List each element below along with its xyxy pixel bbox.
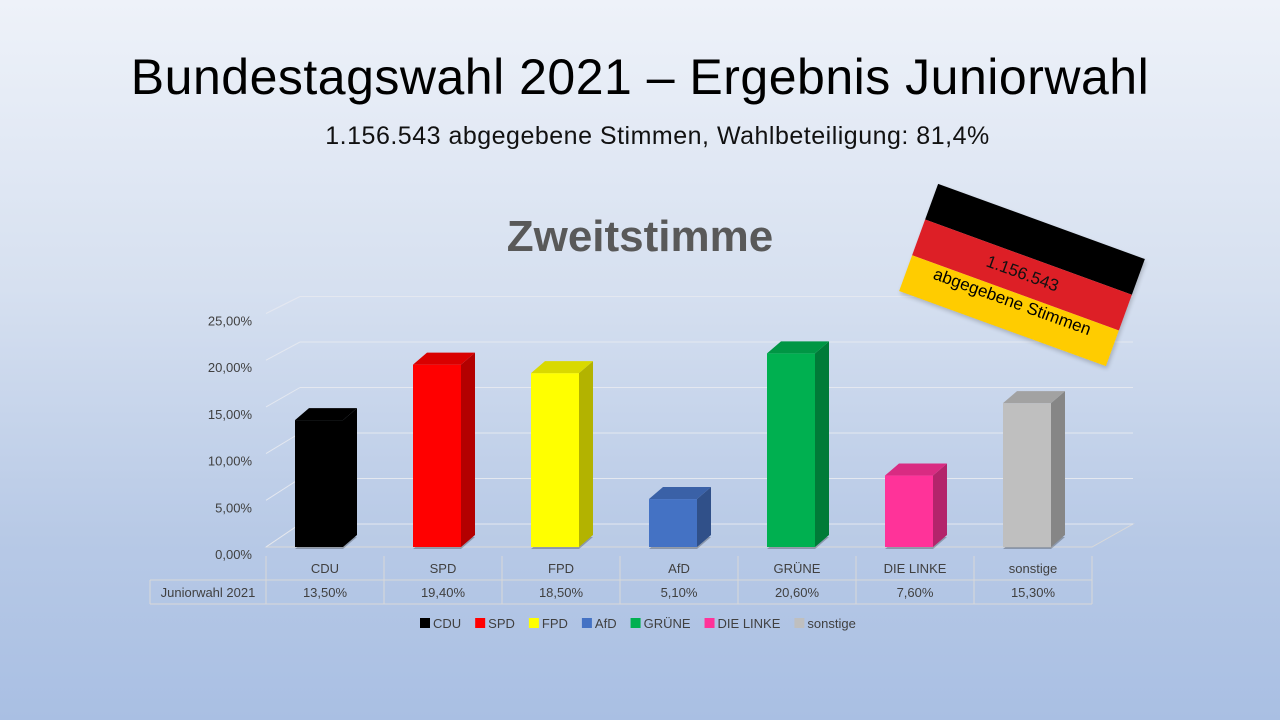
data-label: 20,60% <box>775 585 820 600</box>
gridline-side <box>265 341 301 361</box>
bar-side <box>1051 391 1065 547</box>
y-tick-label: 5,00% <box>215 500 252 515</box>
y-tick-label: 25,00% <box>208 314 253 329</box>
data-label: 5,10% <box>661 585 698 600</box>
gridline-side <box>265 432 301 455</box>
bar-top <box>767 341 829 354</box>
bar-front <box>885 475 933 547</box>
bar-front <box>767 353 815 547</box>
slide-subtitle: 1.156.543 abgegebene Stimmen, Wahlbeteil… <box>325 122 990 150</box>
data-label: 7,60% <box>897 585 934 600</box>
legend-swatch <box>581 618 592 628</box>
chart-title: Zweitstimme <box>506 212 774 261</box>
bar-side <box>933 463 947 547</box>
bar-side <box>815 341 829 547</box>
gridline-side <box>265 296 301 314</box>
x-category-label: SPD <box>430 561 457 576</box>
bar-front <box>1003 403 1051 547</box>
gridline-side <box>265 387 301 408</box>
bar-top <box>295 408 357 421</box>
legend-item: DIE LINKE <box>718 616 781 631</box>
bar-top <box>531 361 593 374</box>
legend-item: sonstige <box>807 616 855 631</box>
bar-side <box>343 408 357 547</box>
data-label: 19,40% <box>421 585 466 600</box>
legend-item: SPD <box>488 616 515 631</box>
bar-top <box>885 463 947 476</box>
y-tick-label: 20,00% <box>208 360 253 375</box>
legend-swatch <box>794 618 805 628</box>
table-series-name: Juniorwahl 2021 <box>161 585 256 600</box>
legend-swatch <box>630 618 641 628</box>
bar-front <box>649 499 697 547</box>
gridline-side <box>265 523 301 548</box>
legend-item: AfD <box>595 616 617 631</box>
bar-afd <box>649 487 711 549</box>
legend-swatch <box>475 618 486 628</box>
legend-swatch <box>704 618 715 628</box>
legend-swatch <box>528 618 539 628</box>
x-category-label: AfD <box>668 561 690 576</box>
legend-item: FPD <box>542 616 568 631</box>
bar-spd <box>413 352 475 549</box>
bar-top <box>1003 391 1065 404</box>
bar-sonstige <box>1003 391 1065 549</box>
x-category-label: sonstige <box>1009 561 1057 576</box>
y-tick-label: 0,00% <box>215 547 252 562</box>
bar-top <box>413 352 475 365</box>
bar-cdu <box>295 408 357 549</box>
x-category-label: DIE LINKE <box>884 561 947 576</box>
data-label: 18,50% <box>539 585 584 600</box>
legend-item: GRÜNE <box>644 616 691 631</box>
bar-fpd <box>531 361 593 549</box>
bar-grüne <box>767 341 829 549</box>
legend-swatch <box>420 618 430 628</box>
bar-die-linke <box>885 463 947 549</box>
bar-side <box>461 352 475 547</box>
x-category-label: GRÜNE <box>774 561 821 576</box>
bar-side <box>697 487 711 547</box>
data-label: 13,50% <box>303 585 348 600</box>
bar-side <box>579 361 593 547</box>
y-tick-label: 10,00% <box>208 454 253 469</box>
x-category-label: CDU <box>311 561 339 576</box>
x-category-label: FPD <box>548 561 574 576</box>
data-label: 15,30% <box>1011 585 1056 600</box>
gridline-side <box>265 478 301 501</box>
y-tick-label: 15,00% <box>208 407 253 422</box>
slide-title: Bundestagswahl 2021 – Ergebnis Juniorwah… <box>130 49 1150 105</box>
bar-front <box>295 420 343 547</box>
bar-front <box>413 364 461 547</box>
legend-item: CDU <box>433 616 461 631</box>
bar-front <box>531 373 579 547</box>
bar-top <box>649 487 711 500</box>
